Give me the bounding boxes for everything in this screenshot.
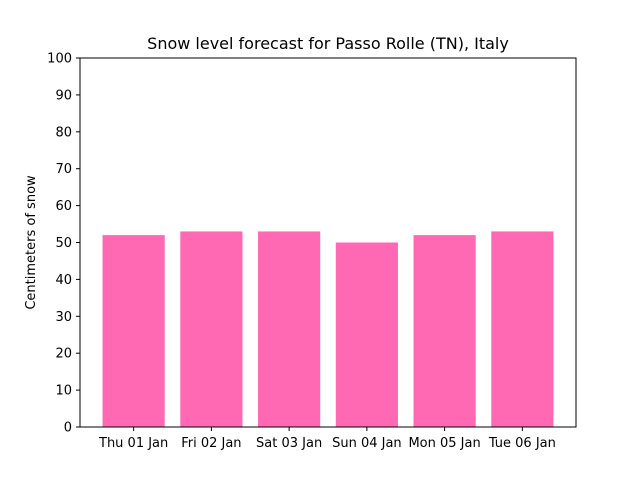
x-tick-label: Fri 02 Jan: [181, 436, 241, 451]
plot-frame: [79, 57, 577, 428]
y-tick-label: 20: [55, 347, 72, 362]
y-tick-label: 90: [55, 88, 72, 103]
bars-group: [102, 231, 554, 427]
bar-3: [258, 231, 321, 427]
y-tick-label: 60: [55, 199, 72, 214]
x-tick-label: Sun 04 Jan: [332, 436, 402, 451]
bar-4: [335, 242, 398, 427]
bar-6: [491, 231, 554, 427]
y-tick-label: 30: [55, 310, 72, 325]
y-tick-label: 10: [55, 384, 72, 399]
bar-5: [413, 235, 476, 427]
x-axis-ticks: Thu 01 Jan Fri 02 Jan Sat 03 Jan Sun 04 Jan…: [98, 427, 556, 451]
y-tick-label: 40: [55, 273, 72, 288]
x-tick-label: Thu 01 Jan: [98, 436, 168, 451]
y-axis-label: Centimeters of snow: [24, 175, 39, 310]
x-tick-label: Sat 03 Jan: [256, 436, 322, 451]
bar-1: [102, 235, 165, 427]
y-tick-label: 0: [64, 421, 72, 436]
y-tick-label: 50: [55, 236, 72, 251]
y-tick-label: 100: [47, 52, 72, 67]
bar-2: [180, 231, 243, 427]
x-tick-label: Mon 05 Jan: [408, 436, 480, 451]
y-axis-ticks: 0 10 20 30 40 50 60 70 80 90 100: [47, 52, 80, 436]
x-tick-label: Tue 06 Jan: [488, 436, 556, 451]
y-tick-label: 70: [55, 162, 72, 177]
y-tick-label: 80: [55, 125, 72, 140]
chart-title: Snow level forecast for Passo Rolle (TN)…: [147, 34, 509, 53]
